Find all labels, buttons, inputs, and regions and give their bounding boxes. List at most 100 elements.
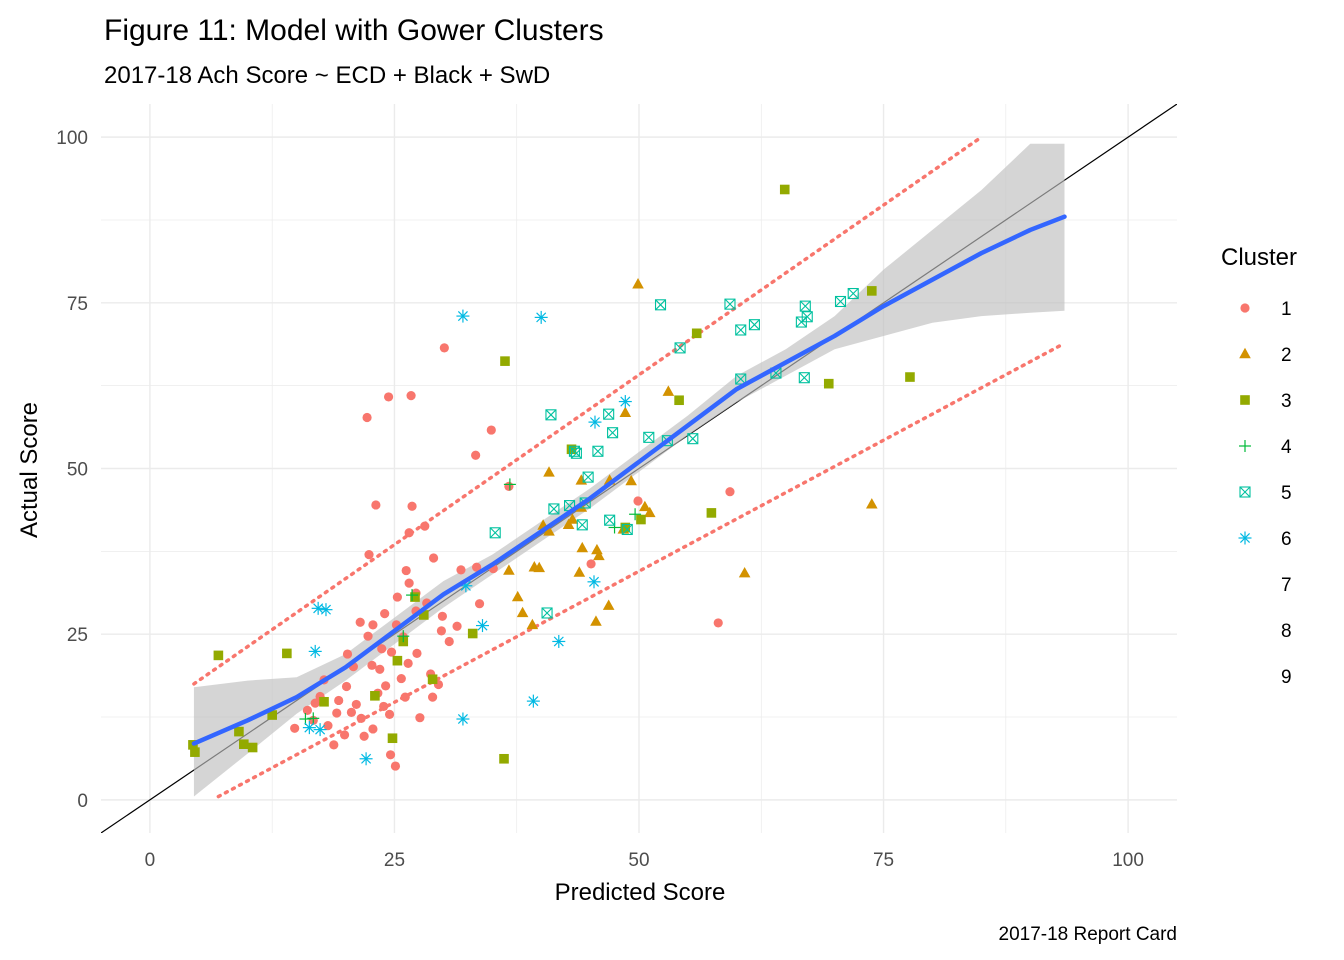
legend-label: 2	[1281, 345, 1292, 366]
legend-entry: 8	[1281, 621, 1292, 642]
x-tick-label: 100	[1112, 850, 1144, 871]
data-point-cluster-5	[603, 408, 615, 420]
legend-entry: 3	[1240, 391, 1292, 412]
data-point-cluster-6	[313, 723, 327, 737]
data-point-cluster-2	[639, 500, 651, 512]
legend-entry: 6	[1238, 529, 1292, 550]
data-point-cluster-3	[419, 610, 429, 620]
data-point-cluster-3	[387, 733, 398, 744]
data-point-cluster-5	[570, 447, 582, 459]
data-point-cluster-1	[456, 565, 466, 575]
data-point-cluster-5	[576, 519, 588, 531]
data-point-cluster-1	[406, 391, 416, 401]
data-point-cluster-5	[735, 373, 747, 385]
data-point-cluster-1	[586, 559, 596, 569]
data-point-cluster-2	[643, 506, 656, 518]
data-point-cluster-1	[420, 521, 430, 531]
legend-label: 1	[1281, 299, 1292, 320]
x-axis-ticks: 0 25 50 75 100	[145, 850, 1144, 871]
legend-label: 7	[1281, 575, 1292, 596]
legend-key	[1239, 440, 1251, 452]
x-tick-label: 0	[145, 850, 156, 871]
data-point-cluster-3	[500, 356, 510, 366]
data-point-cluster-3	[267, 710, 277, 720]
data-point-cluster-5	[798, 372, 810, 384]
data-point-cluster-1	[371, 500, 381, 510]
data-point-cluster-1	[368, 724, 378, 734]
data-point-cluster-2	[516, 606, 529, 618]
data-point-cluster-1	[346, 707, 357, 717]
data-point-cluster-5	[489, 527, 501, 539]
data-point-cluster-3	[706, 508, 717, 518]
data-point-cluster-6	[588, 415, 602, 429]
x-tick-label: 75	[873, 850, 894, 871]
legend: Cluster 1 2 3 4 5 6 7 8 9	[1221, 244, 1297, 688]
smooth-line-path	[191, 214, 1067, 746]
legend-entry: 5	[1239, 483, 1292, 504]
data-point-cluster-1	[396, 673, 406, 684]
data-point-cluster-5	[687, 433, 699, 445]
data-point-cluster-5	[724, 298, 736, 310]
y-tick-label: 50	[67, 460, 88, 481]
data-point-cluster-2	[576, 541, 589, 553]
data-point-cluster-1	[339, 730, 350, 740]
data-point-cluster-1	[356, 713, 366, 723]
data-point-cluster-5	[834, 295, 847, 308]
data-point-cluster-1	[407, 501, 417, 511]
data-point-cluster-5	[592, 445, 604, 457]
data-point-cluster-5	[545, 409, 557, 421]
data-point-cluster-5	[548, 503, 560, 515]
data-point-cluster-1	[368, 620, 378, 630]
data-point-cluster-1	[428, 553, 439, 563]
legend-label: 3	[1281, 391, 1292, 412]
data-point-cluster-5	[799, 300, 811, 312]
y-tick-label: 0	[77, 791, 88, 812]
data-point-cluster-1	[302, 705, 312, 715]
data-point-cluster-1	[392, 592, 402, 602]
data-point-cluster-6	[552, 634, 566, 648]
legend-label: 5	[1281, 483, 1292, 504]
data-point-cluster-3	[370, 691, 380, 701]
data-point-cluster-6	[475, 619, 489, 633]
legend-entry: 1	[1240, 299, 1292, 320]
data-point-cluster-3	[823, 378, 834, 389]
y-tick-label: 100	[56, 128, 88, 149]
data-point-cluster-5	[654, 299, 667, 311]
data-point-cluster-4	[503, 478, 516, 491]
data-point-cluster-5	[801, 311, 813, 323]
x-tick-label: 50	[628, 850, 649, 871]
data-point-cluster-6	[618, 395, 632, 409]
data-point-cluster-1	[725, 487, 735, 497]
y-tick-label: 75	[67, 294, 88, 315]
chart-caption: 2017-18 Report Card	[999, 924, 1178, 945]
data-point-cluster-1	[332, 708, 342, 718]
data-point-cluster-3	[319, 696, 329, 707]
data-point-cluster-2	[591, 543, 603, 555]
data-point-cluster-1	[504, 481, 514, 491]
data-point-cluster-1	[404, 528, 414, 538]
data-point-cluster-3	[239, 739, 249, 749]
data-point-cluster-3	[779, 184, 790, 195]
legend-label: 9	[1281, 667, 1292, 688]
data-point-cluster-6	[456, 712, 470, 726]
data-point-cluster-1	[379, 701, 389, 712]
data-point-cluster-2	[593, 549, 605, 561]
data-point-cluster-3	[282, 648, 292, 659]
legend-key	[1240, 395, 1250, 405]
data-point-cluster-1	[401, 565, 411, 576]
data-point-cluster-2	[662, 385, 675, 396]
data-point-cluster-3	[499, 753, 509, 764]
x-axis-title: Predicted Score	[555, 879, 726, 906]
data-point-cluster-6	[308, 644, 322, 658]
legend-entry: 7	[1281, 575, 1292, 596]
chart-title: Figure 11: Model with Gower Clusters	[104, 14, 604, 47]
data-point-cluster-1	[415, 713, 425, 723]
legend-key	[1238, 531, 1252, 545]
data-point-cluster-2	[590, 615, 602, 626]
data-point-cluster-1	[381, 681, 391, 691]
legend-title: Cluster	[1221, 244, 1297, 271]
data-point-cluster-1	[472, 562, 482, 572]
data-point-cluster-3	[213, 650, 224, 661]
data-point-cluster-1	[362, 412, 372, 423]
legend-key	[1240, 303, 1250, 313]
